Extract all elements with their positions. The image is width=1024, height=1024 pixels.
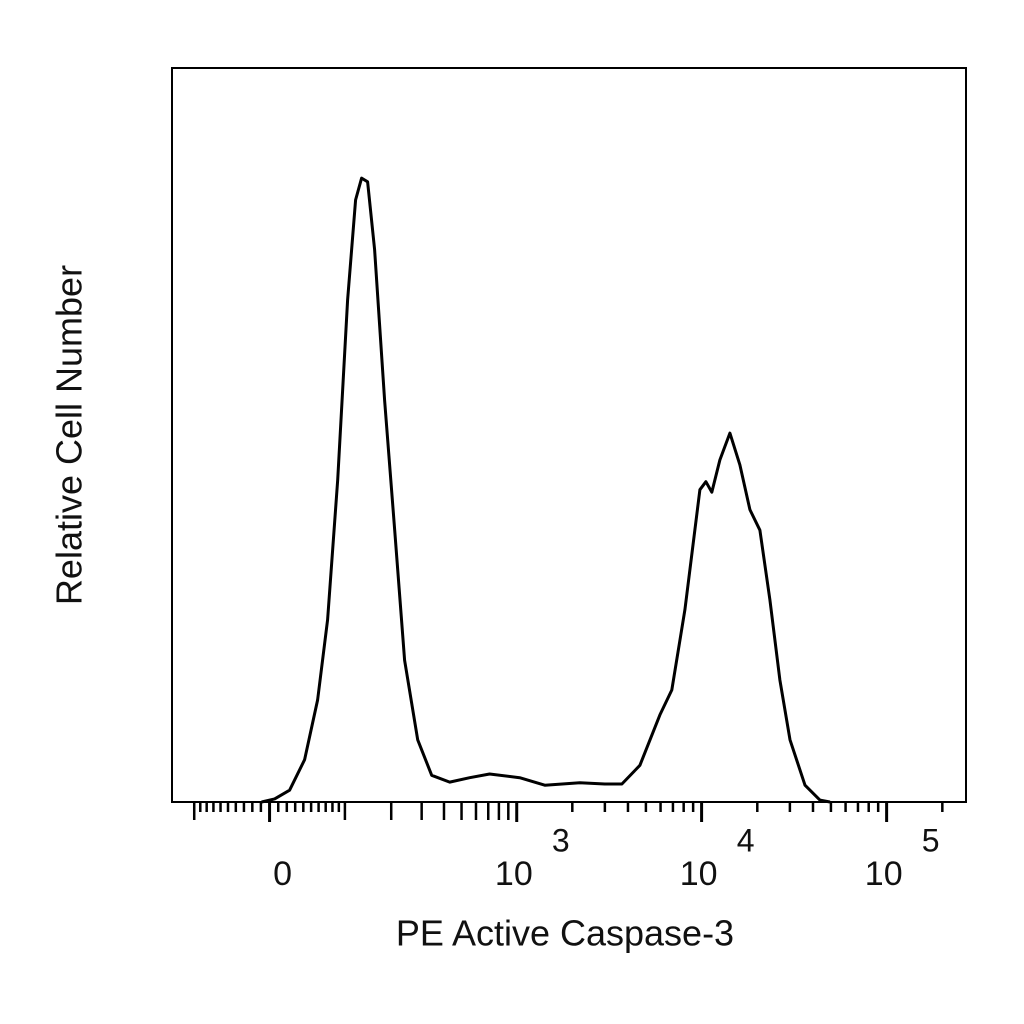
y-axis-label: Relative Cell Number <box>49 265 90 605</box>
histogram-line <box>261 176 831 804</box>
x-tick-label: 10 <box>865 855 903 893</box>
x-axis-label: PE Active Caspase-3 <box>396 913 734 954</box>
plot-frame <box>171 67 967 803</box>
x-tick-exponent: 4 <box>737 822 755 858</box>
x-tick-exponent: 3 <box>552 822 570 858</box>
x-tick-label: 10 <box>680 855 718 893</box>
x-tick-label: 10 <box>495 855 533 893</box>
x-tick-exponent: 5 <box>922 822 940 858</box>
x-tick-label: 0 <box>273 855 292 893</box>
